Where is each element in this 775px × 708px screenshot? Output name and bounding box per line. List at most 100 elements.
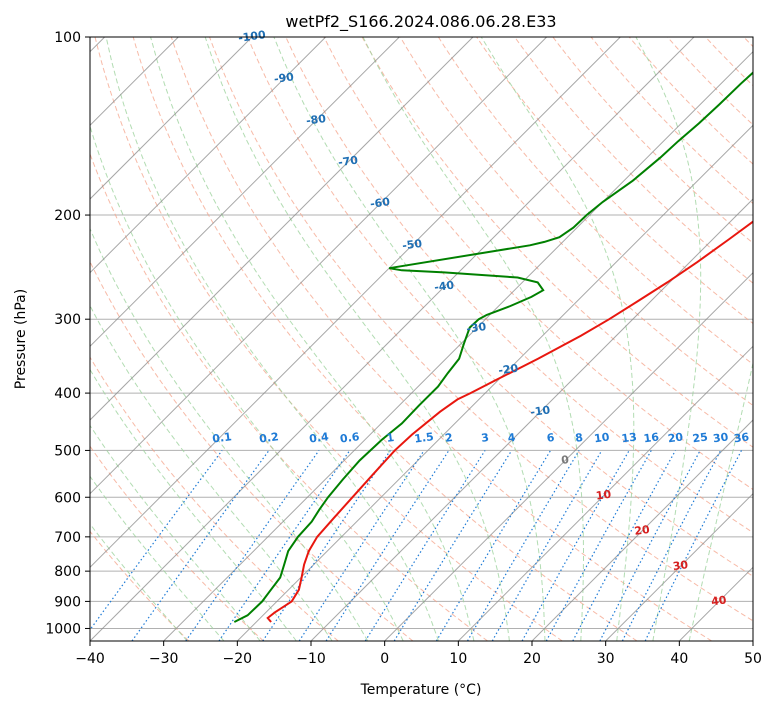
x-tick-label: 10 [449,651,467,667]
y-axis-title: Pressure (hPa) [13,289,29,389]
upper-isotherm-label: -30 [466,320,488,336]
isotherm [605,492,753,641]
mixing-ratio-lines [90,450,743,641]
mixing-ratio-line [262,450,391,641]
upper-isotherm-label: -90 [273,70,295,86]
mixing-ratio-label: 0.4 [308,430,329,446]
moist-adiabat [90,124,404,641]
mixing-ratio-label: 8 [574,431,583,445]
y-tick-label: 400 [54,386,81,402]
moist-adiabat [90,304,333,641]
plot-frame [89,36,754,642]
isotherm [90,37,253,200]
dry-adiabat [90,530,190,641]
chart-title: wetPf2_S166.2024.086.06.28.E33 [285,12,556,32]
mixing-ratio-line [185,450,320,641]
x-tick-label: −40 [75,651,105,667]
isotherm [236,124,753,641]
mixing-ratio-line [521,450,630,641]
dry-adiabat [285,37,753,534]
mixing-ratio-label: 20 [667,430,684,445]
dry-adiabat [132,37,638,641]
dry-adiabat [552,37,753,244]
mixing-ratio-line [218,450,351,641]
mixing-ratio-line [545,450,652,641]
isotherm [90,37,327,274]
isotherm [457,345,753,641]
lower-isotherm-label: 0 [560,453,570,467]
x-tick-label: 40 [670,651,688,667]
isotherm [90,37,621,569]
y-tick-label: 200 [54,208,81,224]
dry-adiabat [399,37,753,407]
lower-isotherm-label: 20 [634,523,651,538]
moist-adiabats [90,37,753,641]
mixing-ratio-label: 4 [507,431,517,445]
mixing-ratio-label: 25 [692,430,709,445]
mixing-ratio-label: 1.5 [414,430,435,445]
isotherm [90,37,548,495]
mixing-ratio-label: 10 [593,430,610,445]
moist-adiabat [150,37,475,641]
upper-isotherm-label: -40 [433,278,455,294]
x-tick-label: 0 [380,651,389,667]
dry-adiabat [437,37,753,365]
dry-adiabat [170,37,712,641]
upper-isotherm-label: -20 [498,362,520,378]
moist-adiabat [635,37,702,641]
dry-adiabat [247,37,753,577]
moist-adiabat [204,37,510,641]
upper-isotherm-label: -60 [369,195,391,211]
isotherm [90,37,695,641]
dry-adiabat [323,37,753,491]
moist-adiabat [362,37,584,641]
moist-adiabat [688,360,753,641]
y-tick-label: 1000 [45,621,81,637]
mixing-ratio-label: 0.2 [258,430,279,445]
lower-isotherm-label: 30 [672,558,689,573]
upper-isotherm-label: -10 [530,403,552,419]
dry-adiabat [90,152,488,641]
mixing-ratio-line [644,450,743,641]
isotherm [384,271,753,641]
dry-adiabat [94,37,563,641]
moist-adiabat [273,37,546,641]
x-axis: −40 −30 −20 −10 0 10 20 30 40 50 [75,641,762,667]
dry-adiabat [90,260,414,641]
dry-adiabat [90,356,339,641]
mixing-ratio-line [298,450,425,641]
isotherm [310,198,753,641]
mixing-ratio-label: 30 [712,430,729,445]
x-tick-label: 20 [523,651,541,667]
x-axis-title: Temperature (°C) [360,682,482,698]
y-tick-label: 700 [54,530,81,546]
y-tick-label: 900 [54,594,81,610]
upper-isotherm-label: -100 [237,28,266,45]
profile-lines [233,71,753,623]
isotherm [90,37,474,421]
upper-isotherm-label: -80 [305,112,327,128]
mixing-ratio-label: 3 [480,431,489,445]
dry-adiabat [209,37,753,622]
moist-adiabat [480,37,635,641]
mixing-ratio-label: 0.1 [212,430,233,445]
isotherm [90,37,400,348]
pressure-gridlines [90,37,753,629]
moist-adiabat [90,227,369,641]
mixing-ratio-line [621,450,722,641]
moist-adiabat [90,424,261,641]
lower-isotherm-label: 10 [595,488,612,503]
isotherm [531,419,753,641]
y-tick-label: 100 [54,30,81,46]
x-tick-label: −20 [223,651,253,667]
mixing-ratio-label: 16 [643,430,660,445]
mixing-ratio-line [393,450,513,641]
mixing-ratio-line [572,450,677,641]
x-tick-label: −30 [149,651,179,667]
upper-isotherm-label: -70 [337,154,359,170]
mixing-ratio-line [90,450,223,631]
mixing-ratio-line [131,450,270,641]
mixing-ratio-label: 13 [621,430,638,445]
mixing-ratio-line [325,450,450,641]
